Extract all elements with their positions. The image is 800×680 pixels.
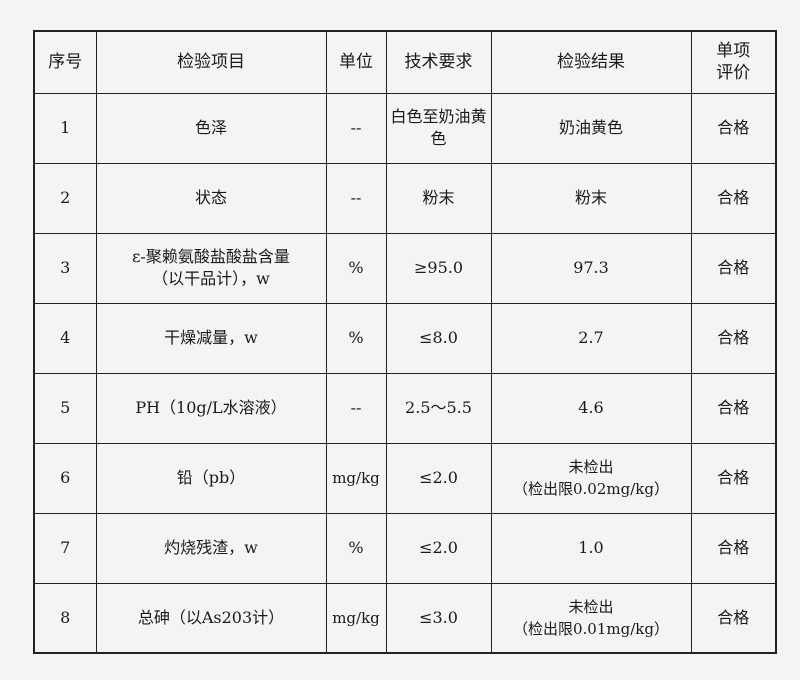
table-row: 1 色泽 -- 白色至奶油黄色 奶油黄色 合格 bbox=[33, 92, 777, 164]
header-requirement: 技术要求 bbox=[385, 30, 492, 94]
cell-item: ε-聚赖氨酸盐酸盐含量 （以干品计），w bbox=[95, 232, 327, 304]
cell-result: 未检出 （检出限0.02mg/kg） bbox=[490, 442, 692, 514]
cell-result: 奶油黄色 bbox=[490, 92, 692, 164]
table-row: 4 干燥减量，w% ≤8.0 2.7 合格 bbox=[33, 302, 777, 374]
header-unit: 单位 bbox=[325, 30, 387, 94]
cell-evaluation: 合格 bbox=[690, 302, 777, 374]
cell-result: 4.6 bbox=[490, 372, 692, 444]
cell-requirement: 粉末 bbox=[385, 162, 492, 234]
header-row: 序号 检验项目 单位 技术要求 检验结果 单项 评价 bbox=[33, 30, 777, 94]
cell-result: 未检出 （检出限0.01mg/kg） bbox=[490, 582, 692, 654]
cell-requirement: ≤2.0 bbox=[385, 512, 492, 584]
inspection-results-table: 序号 检验项目 单位 技术要求 检验结果 单项 评价 1 色泽 -- 白色至奶油黄色奶… bbox=[33, 30, 777, 654]
table-row: 3 ε-聚赖氨酸盐酸盐含量 （以干品计），w% ≥95.0 97.3 合格 bbox=[33, 232, 777, 304]
cell-no: 2 bbox=[33, 162, 97, 234]
table-row: 5 PH（10g/L水溶液） -- 2.5～5.5 4.6 合格 bbox=[33, 372, 777, 444]
cell-result: 97.3 bbox=[490, 232, 692, 304]
cell-item: 色泽 bbox=[95, 92, 327, 164]
cell-unit: mg/kg bbox=[325, 582, 387, 654]
cell-no: 5 bbox=[33, 372, 97, 444]
table-row: 7 灼烧残渣，w% ≤2.0 1.0 合格 bbox=[33, 512, 777, 584]
cell-item: 状态 bbox=[95, 162, 327, 234]
cell-unit: -- bbox=[325, 162, 387, 234]
cell-no: 7 bbox=[33, 512, 97, 584]
cell-evaluation: 合格 bbox=[690, 372, 777, 444]
cell-item: 灼烧残渣，w bbox=[95, 512, 327, 584]
cell-requirement: ≥95.0 bbox=[385, 232, 492, 304]
cell-evaluation: 合格 bbox=[690, 232, 777, 304]
table-row: 8 总砷（以As203计） mg/kg ≤3.0 未检出 （检出限0.01mg/kg）合… bbox=[33, 582, 777, 654]
cell-unit: % bbox=[325, 302, 387, 374]
cell-no: 4 bbox=[33, 302, 97, 374]
header-item: 检验项目 bbox=[95, 30, 327, 94]
cell-unit: -- bbox=[325, 92, 387, 164]
cell-requirement: 2.5～5.5 bbox=[385, 372, 492, 444]
cell-no: 1 bbox=[33, 92, 97, 164]
cell-result: 粉末 bbox=[490, 162, 692, 234]
cell-no: 6 bbox=[33, 442, 97, 514]
cell-unit: % bbox=[325, 232, 387, 304]
table-row: 2 状态 -- 粉末 粉末 合格 bbox=[33, 162, 777, 234]
cell-evaluation: 合格 bbox=[690, 512, 777, 584]
cell-result: 2.7 bbox=[490, 302, 692, 374]
cell-requirement: ≤3.0 bbox=[385, 582, 492, 654]
cell-evaluation: 合格 bbox=[690, 92, 777, 164]
cell-no: 8 bbox=[33, 582, 97, 654]
cell-requirement: ≤8.0 bbox=[385, 302, 492, 374]
cell-item: 铅（pb） bbox=[95, 442, 327, 514]
cell-item: 总砷（以As203计） bbox=[95, 582, 327, 654]
cell-result: 1.0 bbox=[490, 512, 692, 584]
cell-item: PH（10g/L水溶液） bbox=[95, 372, 327, 444]
cell-item: 干燥减量，w bbox=[95, 302, 327, 374]
cell-unit: % bbox=[325, 512, 387, 584]
cell-unit: -- bbox=[325, 372, 387, 444]
header-evaluation: 单项 评价 bbox=[690, 30, 777, 94]
cell-evaluation: 合格 bbox=[690, 162, 777, 234]
cell-requirement: ≤2.0 bbox=[385, 442, 492, 514]
header-result: 检验结果 bbox=[490, 30, 692, 94]
cell-evaluation: 合格 bbox=[690, 582, 777, 654]
cell-no: 3 bbox=[33, 232, 97, 304]
table-row: 6 铅（pb） mg/kg ≤2.0 未检出 （检出限0.02mg/kg） 合格 bbox=[33, 442, 777, 514]
cell-evaluation: 合格 bbox=[690, 442, 777, 514]
cell-unit: mg/kg bbox=[325, 442, 387, 514]
cell-requirement: 白色至奶油黄色 bbox=[385, 92, 492, 164]
header-no: 序号 bbox=[33, 30, 97, 94]
